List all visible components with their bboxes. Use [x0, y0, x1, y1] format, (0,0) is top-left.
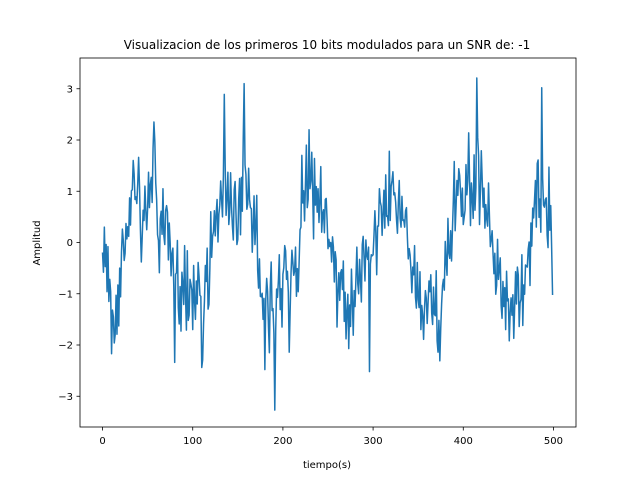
chart-title: Visualizacion de los primeros 10 bits mo…	[124, 38, 531, 52]
y-tick-label: 0	[67, 238, 73, 249]
y-tick-label: 2	[67, 136, 73, 147]
x-tick-label: 0	[99, 436, 105, 447]
plot-layer	[101, 77, 554, 411]
y-tick-label: 1	[67, 187, 73, 198]
y-tick-label: 3	[67, 84, 73, 95]
series-line-0	[101, 77, 554, 411]
x-tick-label: 400	[454, 436, 473, 447]
y-tick-label: −2	[58, 341, 73, 352]
x-tick-label: 500	[544, 436, 563, 447]
x-tick-label: 200	[273, 436, 292, 447]
x-axis-label: tiempo(s)	[303, 460, 351, 471]
y-tick-label: −3	[58, 392, 73, 403]
y-axis-label: Amplitud	[32, 220, 43, 265]
x-tick-label: 100	[183, 436, 202, 447]
y-tick-label: −1	[58, 289, 73, 300]
x-tick-label: 300	[364, 436, 383, 447]
axes-layer: 0 100 200 300 400 500 −3 −2 −1 0 1 2 3	[58, 57, 577, 447]
